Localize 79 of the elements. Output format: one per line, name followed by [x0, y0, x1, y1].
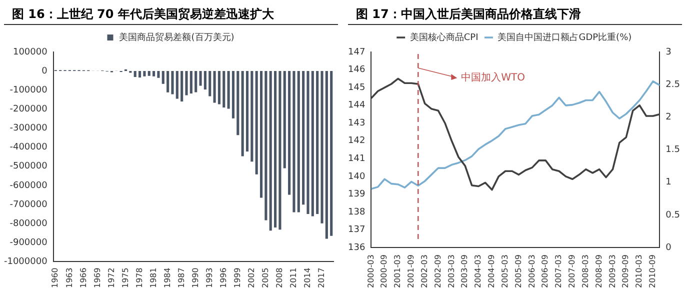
y-tick-label: -900000 — [10, 238, 48, 248]
y-tick-label: 142 — [348, 136, 366, 146]
x-tick-label: 2009-09 — [621, 254, 630, 288]
x-tick-label: 1969 — [92, 268, 102, 288]
y-tick-label: -300000 — [10, 124, 48, 134]
x-tick-label: 1990 — [190, 268, 200, 288]
legend-label: 美国核心商品CPI — [410, 32, 478, 43]
x-tick-label: 2002-09 — [433, 254, 442, 288]
x-tick-label: 1978 — [134, 268, 144, 288]
y-tick-label: -800000 — [10, 218, 48, 229]
x-tick-label: 1966 — [78, 268, 88, 288]
x-tick-label: 2005 — [261, 268, 270, 288]
x-tick-label: 1963 — [64, 268, 74, 288]
y-tick-label: 144 — [348, 100, 366, 111]
x-tick-label: 2006-03 — [527, 254, 536, 288]
y2-tick-label: 2 — [666, 112, 672, 123]
y-tick-label: -400000 — [10, 142, 48, 153]
y2-tick-label: 0 — [666, 242, 672, 253]
y-tick-label: 138 — [348, 207, 366, 218]
y-tick-label: 140 — [348, 172, 366, 182]
x-tick-label: 1999 — [232, 268, 242, 288]
chart-title: 图 16：上世纪 70 年代后美国贸易逆差迅速扩大 — [4, 4, 338, 25]
x-tick-label: 2003-09 — [460, 254, 470, 288]
x-tick-label: 1960 — [50, 268, 60, 288]
y-tick-label: 137 — [348, 225, 366, 236]
x-tick-label: 2006-09 — [540, 254, 550, 288]
y-tick-label: -500000 — [10, 162, 48, 172]
y2-tick-label: 3 — [666, 47, 672, 58]
x-tick-label: 2008-09 — [594, 254, 604, 288]
y-tick-label: 0 — [42, 66, 48, 76]
x-tick-label: 1984 — [162, 268, 172, 288]
legend-label: 美国自中国进口额占GDP比重(%) — [498, 32, 632, 43]
y-tick-label: -600000 — [10, 180, 48, 191]
x-tick-label: 2010-09 — [648, 254, 658, 288]
x-tick-label: 2011 — [289, 268, 298, 288]
x-tick-label: 2004-03 — [474, 254, 483, 288]
x-tick-label: 2002-03 — [420, 254, 429, 288]
x-tick-label: 2009-03 — [608, 254, 617, 288]
y-tick-label: 141 — [348, 154, 366, 164]
y2-tick-label: 1.5 — [666, 145, 680, 156]
x-tick-label: 2001-03 — [393, 254, 402, 288]
x-tick-label: 2000-09 — [380, 254, 389, 288]
x-tick-label: 2005-09 — [514, 254, 523, 288]
x-tick-label: 2008 — [275, 268, 284, 288]
x-tick-label: 2001-09 — [406, 254, 416, 288]
x-tick-label: 2002 — [246, 268, 256, 288]
x-tick-label: 2008-03 — [580, 254, 590, 288]
x-tick-label: 1981 — [148, 268, 158, 288]
x-tick-label: 2014 — [303, 268, 312, 288]
legend-label: 美国商品贸易差额(百万美元) — [119, 32, 234, 43]
y-tick-label: 145 — [348, 82, 366, 93]
x-tick-label: 1996 — [218, 268, 228, 288]
x-tick-label: 2010-03 — [634, 254, 644, 288]
y-tick-label: -100000 — [10, 85, 48, 96]
y2-tick-label: 0.5 — [666, 210, 680, 220]
y-tick-label: 100000 — [12, 47, 48, 58]
x-tick-label: 2003-03 — [446, 254, 456, 288]
x-tick-label: 2004-09 — [487, 254, 496, 288]
y-tick-label: -1000000 — [4, 256, 48, 267]
y-tick-label: 146 — [348, 65, 366, 76]
y2-tick-label: 2.5 — [666, 80, 680, 90]
ref-line-label: 中国加入WTO — [461, 72, 526, 84]
x-tick-label: 2017 — [317, 268, 326, 288]
y-tick-label: -700000 — [10, 200, 48, 210]
x-tick-label: 2000-03 — [366, 254, 376, 288]
y2-tick-label: 1 — [666, 178, 672, 188]
y-tick-label: 136 — [348, 242, 366, 253]
y-tick-label: -200000 — [10, 104, 48, 115]
y-tick-label: 143 — [348, 118, 366, 128]
x-tick-label: 1972 — [106, 268, 116, 288]
x-tick-label: 1987 — [176, 268, 186, 288]
chart-title: 图 17：中国入世后美国商品价格直线下滑 — [348, 4, 682, 25]
y-tick-label: 139 — [348, 190, 366, 200]
x-tick-label: 2005-03 — [500, 254, 510, 288]
x-tick-label: 2007-09 — [568, 254, 577, 288]
y-tick-label: 147 — [348, 47, 366, 58]
x-tick-label: 2007-03 — [554, 254, 564, 288]
x-tick-label: 1993 — [204, 268, 214, 288]
x-tick-label: 1975 — [120, 268, 130, 288]
